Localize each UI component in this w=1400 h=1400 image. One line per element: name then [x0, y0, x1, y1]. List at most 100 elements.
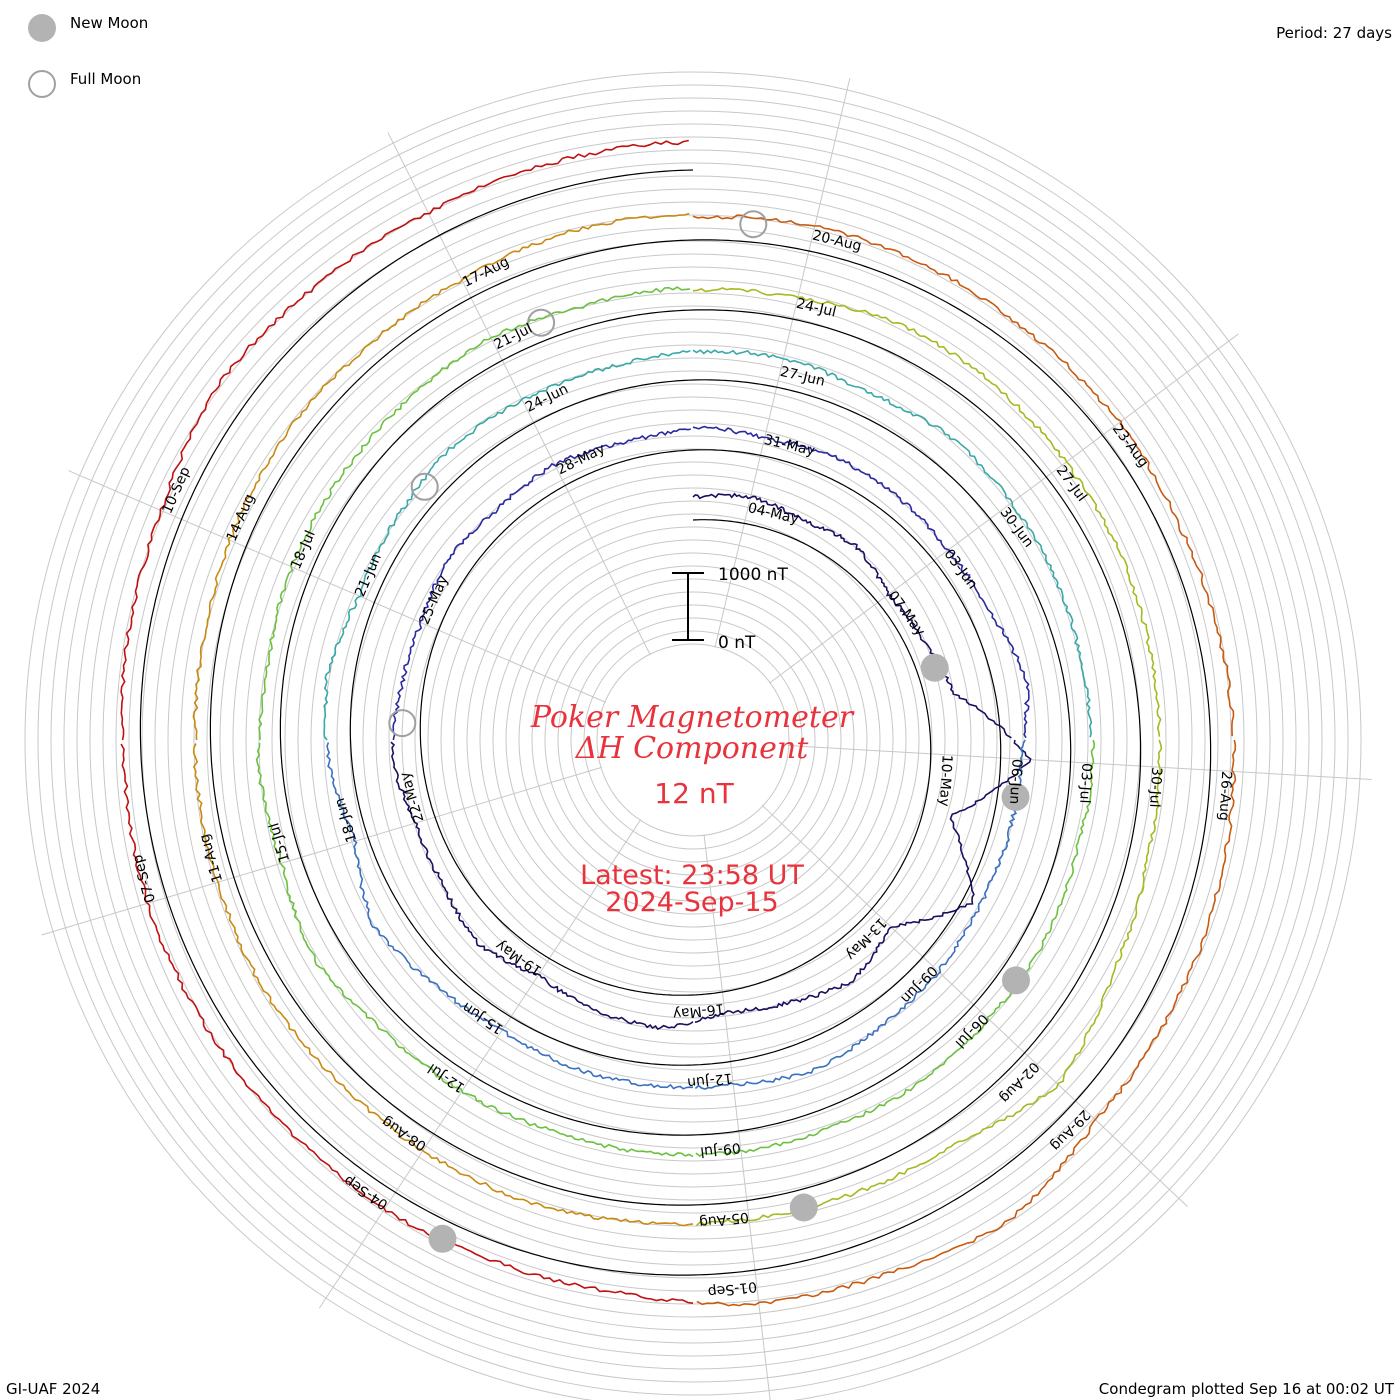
chart-title-line2: ΔH Component	[575, 731, 809, 766]
grid-circle	[284, 331, 1102, 1149]
magnetometer-trace-segment	[694, 739, 1032, 1023]
grid-circle	[310, 357, 1076, 1123]
grid-circle	[219, 266, 1167, 1214]
grid-circle	[76, 123, 1310, 1357]
grid-circle	[453, 500, 933, 980]
grid-circle	[388, 435, 998, 1045]
magnetometer-trace-segment	[392, 428, 691, 741]
date-label: 21-Jul	[492, 321, 535, 354]
period-label: Period: 27 days	[1276, 24, 1392, 42]
date-label: 06-Jul	[952, 1010, 991, 1050]
date-label: 03-Jul	[1076, 762, 1094, 803]
grid-circle	[206, 253, 1180, 1227]
radial-grid-line	[318, 819, 642, 1309]
radial-grid-line	[68, 470, 606, 703]
grid-circle	[141, 188, 1245, 1292]
grid-circle	[128, 175, 1258, 1305]
grid-circle	[50, 97, 1336, 1383]
grid-circle	[401, 448, 985, 1032]
radial-grid-line	[41, 766, 603, 936]
moon-layer	[388, 210, 1030, 1253]
grid-circle	[557, 604, 829, 876]
magnetometer-trace-segment	[120, 139, 689, 741]
grid-circle	[180, 227, 1206, 1253]
grid-circle	[375, 422, 1011, 1058]
magnetometer-trace-segment	[120, 743, 694, 1304]
date-label: 15-Jul	[266, 821, 293, 864]
magnetometer-trace-segment	[692, 425, 1030, 739]
grid-circle	[37, 84, 1349, 1396]
date-label: 14-Aug	[224, 492, 258, 544]
date-label: 09-Jul	[699, 1139, 741, 1160]
grid-circle	[362, 409, 1024, 1071]
new-moon-legend-icon	[28, 14, 56, 42]
grid-circle	[271, 318, 1115, 1162]
grid-circle	[414, 461, 972, 1019]
magnetometer-trace-segment	[255, 742, 694, 1158]
date-label: 06-Jun	[1006, 758, 1025, 804]
baseline-value: 12 nT	[654, 777, 734, 810]
date-label: 12-Jun	[686, 1069, 733, 1090]
full-moon-marker	[739, 210, 768, 239]
grid-circle	[531, 578, 855, 902]
grid-circle	[518, 565, 868, 915]
grid-circle	[505, 552, 881, 928]
magnetometer-trace-segment	[695, 739, 1096, 1157]
date-label: 19-May	[493, 937, 545, 979]
new-moon-marker	[1001, 782, 1030, 811]
grid-layer	[24, 71, 1372, 1400]
full-moon-marker	[388, 709, 417, 738]
grid-circle	[583, 630, 803, 850]
grid-circle	[167, 214, 1219, 1266]
date-label: 16-May	[672, 1000, 725, 1022]
date-label: 24-Jul	[795, 296, 838, 321]
radial-grid-line	[714, 78, 851, 648]
grid-circle	[63, 110, 1323, 1370]
date-label: 03-Jun	[940, 546, 980, 592]
grid-circle	[24, 71, 1362, 1400]
date-label: 22-May	[397, 770, 427, 824]
new-moon-marker	[920, 653, 949, 682]
magnetometer-trace-segment	[692, 214, 1235, 737]
full-moon-legend-icon	[28, 70, 56, 98]
latest-date: 2024-Sep-15	[605, 887, 778, 918]
baseline-spiral	[139, 169, 1212, 1276]
radial-grid-line	[703, 834, 771, 1400]
trace-layer	[120, 139, 1237, 1307]
magnetometer-trace-segment	[695, 739, 1163, 1227]
baseline-layer	[139, 169, 1212, 1276]
date-label: 27-Jul	[1053, 463, 1090, 505]
grid-circle	[258, 305, 1128, 1175]
date-label: 20-Aug	[811, 228, 863, 255]
date-label: 31-May	[762, 432, 816, 459]
date-label: 26-Aug	[1215, 771, 1234, 822]
date-label: 10-May	[936, 754, 955, 807]
new-moon-marker	[789, 1193, 818, 1222]
date-label: 10-Sep	[159, 465, 193, 517]
new-moon-marker	[1002, 966, 1030, 995]
date-label: 17-Aug	[460, 254, 512, 291]
date-label: 07-Sep	[130, 853, 160, 905]
magnetometer-trace-segment	[696, 739, 1237, 1307]
date-label: 04-Sep	[341, 1172, 391, 1212]
latest-time: Latest: 23:58 UT	[580, 860, 804, 891]
date-label: 30-Jul	[1146, 767, 1164, 808]
date-label: 13-May	[842, 914, 889, 963]
grid-circle	[479, 526, 907, 954]
grid-circle	[193, 240, 1193, 1240]
grid-circle	[154, 201, 1232, 1279]
grid-circle	[440, 487, 946, 993]
grid-circle	[323, 370, 1063, 1110]
scale-top-label: 1000 nT	[718, 565, 788, 585]
grid-circle	[466, 513, 920, 967]
new-moon-marker	[428, 1224, 457, 1253]
full-moon-marker	[410, 472, 439, 501]
legend-full-moon-label: Full Moon	[70, 70, 141, 88]
magnetometer-trace-segment	[390, 741, 694, 1031]
legend-new-moon-label: New Moon	[70, 14, 148, 32]
date-label: 28-May	[554, 441, 607, 479]
radial-grid-line	[761, 804, 1188, 1208]
grid-circle	[596, 643, 790, 837]
magnetometer-trace-segment	[192, 212, 690, 741]
radial-grid-line	[387, 132, 651, 656]
